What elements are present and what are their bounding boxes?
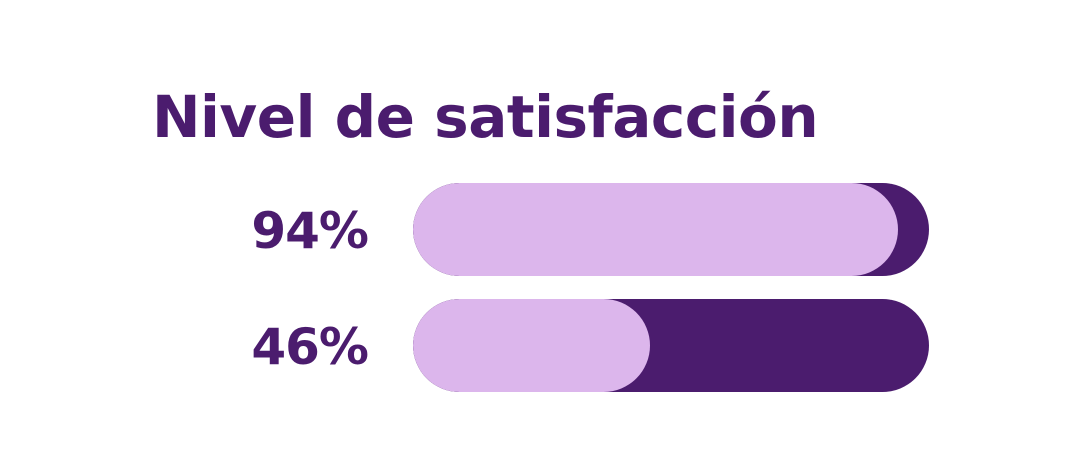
bar-value-label-1: 94%: [251, 202, 369, 260]
bar-track-1: [413, 183, 929, 276]
bar-track-2: [413, 299, 929, 392]
bar-fill-1: [413, 183, 899, 276]
bar-value-label-2: 46%: [251, 318, 369, 376]
bar-fill-2: [413, 299, 651, 392]
chart-title: Nivel de satisfacción: [152, 83, 819, 151]
